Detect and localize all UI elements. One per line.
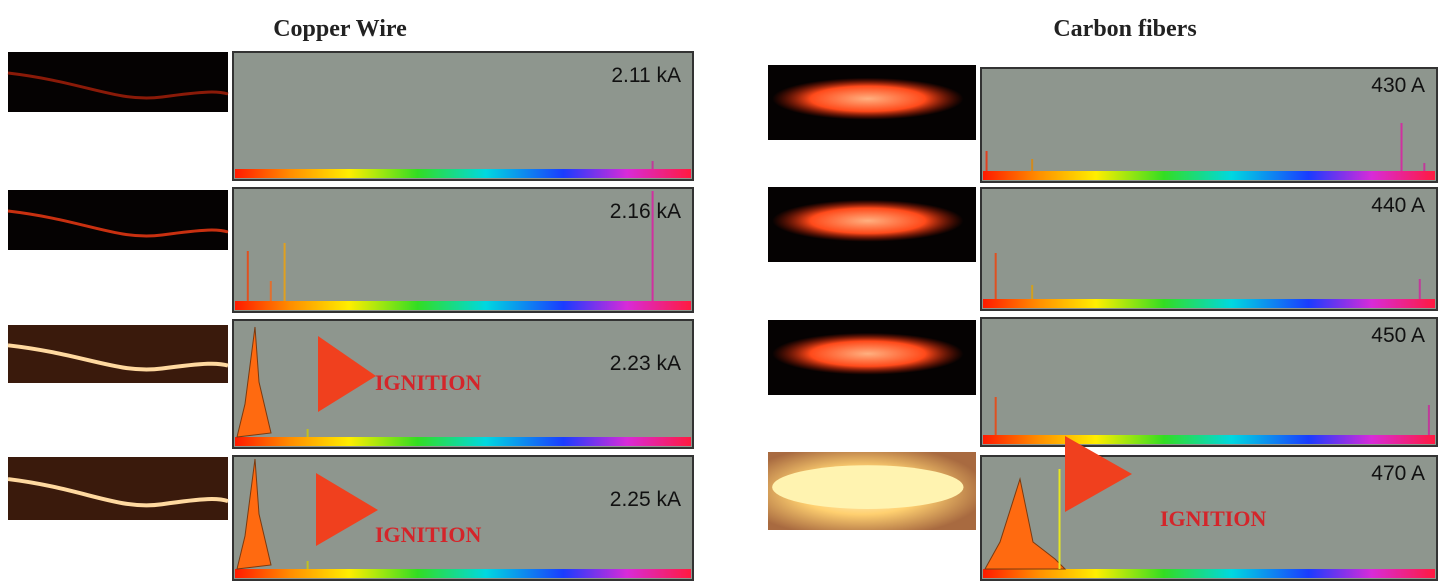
panel-title: Carbon fibers bbox=[1053, 16, 1196, 42]
ignition-label: IGNITION bbox=[1160, 506, 1266, 531]
spectral-spike bbox=[283, 243, 286, 301]
fiber-glow bbox=[772, 332, 964, 375]
spectral-spike bbox=[269, 281, 272, 301]
wire-glow bbox=[7, 71, 229, 100]
spectral-spike bbox=[1418, 279, 1421, 299]
spectrum-bar bbox=[235, 569, 691, 578]
spectral-spike bbox=[985, 151, 988, 171]
photo bbox=[8, 457, 228, 520]
ignition-arrow bbox=[316, 473, 378, 546]
wire-glow bbox=[7, 209, 229, 238]
spectrum-bar bbox=[983, 435, 1435, 444]
spectrum-panel bbox=[980, 317, 1438, 447]
spectrum-panel bbox=[232, 455, 694, 581]
emission-hump bbox=[236, 458, 272, 570]
current-label: 2.16 kA bbox=[610, 200, 681, 223]
photo bbox=[8, 325, 228, 383]
ignition-label: IGNITION bbox=[375, 522, 481, 547]
spectral-spike bbox=[1423, 163, 1426, 171]
ignition-arrow bbox=[318, 336, 376, 412]
spectrum-panel bbox=[232, 51, 694, 181]
spectral-spike bbox=[994, 397, 997, 435]
spectral-spike bbox=[651, 191, 654, 301]
spectral-spike bbox=[994, 253, 997, 299]
spectral-spike bbox=[1400, 123, 1403, 171]
spectrum-bar bbox=[983, 171, 1435, 180]
spectrum-bar bbox=[235, 169, 691, 178]
current-label: 430 A bbox=[1371, 74, 1425, 97]
current-label: 2.11 kA bbox=[611, 64, 681, 87]
ignition-arrow bbox=[1065, 436, 1132, 512]
current-label: 450 A bbox=[1371, 324, 1425, 347]
spectrum-bar bbox=[235, 437, 691, 446]
panel-title: Copper Wire bbox=[273, 16, 407, 42]
spectral-spike bbox=[1031, 285, 1034, 299]
current-label: 440 A bbox=[1371, 194, 1425, 217]
current-label: 2.25 kA bbox=[610, 488, 681, 511]
spectrum-bar bbox=[983, 299, 1435, 308]
spectrum-panel bbox=[980, 187, 1438, 311]
current-label: 470 A bbox=[1371, 462, 1425, 485]
fiber-glow bbox=[772, 77, 964, 120]
wire-glow bbox=[7, 477, 229, 508]
emission-hump bbox=[236, 326, 272, 438]
spectral-spike bbox=[1031, 159, 1034, 171]
fiber-glow bbox=[772, 199, 964, 242]
spectrum-panel bbox=[980, 67, 1438, 183]
wire-glow bbox=[7, 343, 229, 372]
spectrum-bar bbox=[983, 569, 1435, 578]
spectrum-panel bbox=[232, 319, 694, 449]
photo bbox=[8, 190, 228, 250]
photo bbox=[8, 52, 228, 112]
fiber-glow bbox=[772, 465, 964, 509]
spectral-spike bbox=[1058, 469, 1061, 569]
spectral-spike bbox=[306, 561, 309, 569]
spectrum-bar bbox=[235, 301, 691, 310]
spectrum-panel bbox=[232, 187, 694, 313]
spectral-spike bbox=[246, 251, 249, 301]
spectral-spike bbox=[651, 161, 654, 169]
emission-hump bbox=[984, 477, 1067, 570]
spectral-spike bbox=[1427, 405, 1430, 435]
current-label: 2.23 kA bbox=[610, 352, 681, 375]
spectral-spike bbox=[306, 429, 309, 437]
ignition-label: IGNITION bbox=[375, 370, 481, 395]
spectrum-panel bbox=[980, 455, 1438, 581]
